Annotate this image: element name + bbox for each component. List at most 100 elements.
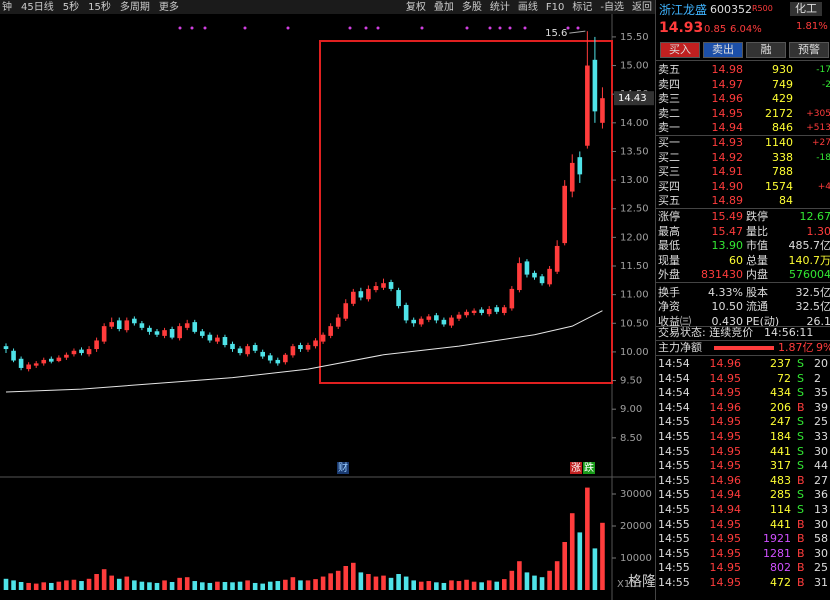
volume-bar — [169, 582, 175, 590]
candle-body — [11, 350, 16, 361]
stat-label: 内盘 — [746, 268, 768, 281]
volume-bar — [64, 580, 69, 590]
stat-label: 换手 — [658, 285, 680, 299]
candle-body — [464, 311, 469, 316]
volume-bar — [305, 580, 311, 590]
toolbar-item[interactable]: 多股 — [462, 0, 482, 13]
trade-time: 14:55 — [658, 532, 690, 546]
candle-body — [109, 322, 114, 327]
candle-body — [600, 98, 605, 123]
trade-side: B — [797, 473, 805, 487]
trade-side: S — [797, 386, 804, 400]
separator — [656, 135, 830, 136]
trade-price: 14.94 — [709, 503, 742, 516]
volume-bar — [539, 577, 545, 590]
candle-body — [388, 282, 394, 289]
stock-code: 600352 — [710, 3, 752, 16]
toolbar — [0, 0, 655, 14]
book-label: 卖二 — [658, 106, 680, 120]
toolbar-item[interactable]: 统计 — [490, 0, 510, 13]
book-price: 14.92 — [711, 150, 744, 164]
volume-bar — [94, 574, 99, 590]
toolbar-item[interactable]: 标记 — [572, 1, 592, 13]
volume-bar — [381, 575, 386, 590]
candle-body — [449, 317, 454, 326]
candle-body — [49, 358, 54, 362]
trade-price: 14.95 — [709, 415, 742, 429]
volume-bar — [577, 532, 583, 590]
y-tick-label: 15.50 — [620, 32, 649, 43]
trade-side: S — [797, 415, 804, 429]
candle-body — [79, 349, 84, 354]
candle-body — [403, 304, 409, 321]
trade-time: 14:55 — [658, 517, 690, 531]
candle-body — [56, 357, 62, 362]
candle-body — [132, 318, 137, 324]
trade-count: 39 — [814, 400, 828, 414]
volume-bar — [562, 542, 567, 590]
volume-bar — [313, 579, 318, 590]
trade-side: S — [797, 503, 804, 516]
candle-body — [298, 345, 303, 350]
book-volume: 429 — [772, 92, 793, 105]
candle-body — [592, 59, 598, 112]
candle-body — [426, 316, 432, 320]
y-tick-label: 30000 — [620, 489, 652, 500]
button[interactable]: 卖出 — [703, 42, 743, 58]
book-volume: 930 — [772, 63, 793, 76]
marker: 涨 — [571, 462, 581, 474]
book-label: 买二 — [658, 150, 680, 164]
book-change: -2 — [822, 79, 830, 90]
volume-bar — [403, 576, 409, 590]
candle-body — [18, 358, 24, 368]
toolbar-item[interactable]: 画线 — [518, 0, 538, 13]
trade-side: B — [797, 532, 805, 546]
trade-count: 35 — [814, 386, 828, 400]
trade-time: 14:55 — [658, 473, 690, 487]
candle-body — [207, 334, 213, 341]
trade-count: 13 — [814, 503, 828, 516]
trade-volume: 434 — [770, 386, 791, 400]
button[interactable]: 预警 — [789, 42, 829, 58]
toolbar-item[interactable]: 叠加 — [434, 1, 454, 13]
button[interactable]: 买入 — [660, 42, 700, 58]
trade-volume: 1281 — [763, 546, 791, 560]
candle-body — [569, 162, 575, 192]
volume-bar — [18, 582, 24, 590]
volume-bar — [33, 583, 39, 590]
candle-body — [86, 349, 92, 355]
trade-side: B — [797, 400, 805, 414]
stat-label: 外盘 — [658, 268, 680, 281]
volume-bar — [207, 582, 213, 590]
button[interactable]: 融 — [746, 42, 786, 58]
toolbar-item[interactable]: 返回 — [632, 1, 652, 13]
volume-bar — [388, 577, 394, 590]
candle-body — [139, 323, 145, 328]
trade-volume: 472 — [770, 576, 791, 589]
book-volume: 1140 — [765, 136, 793, 149]
book-change: -18 — [816, 152, 830, 163]
volume-bar — [502, 579, 507, 590]
marker-box — [337, 462, 349, 474]
y-tick-label: 20000 — [620, 521, 652, 532]
toolbar-item: 5秒 — [63, 0, 79, 13]
candle-body — [396, 290, 401, 307]
volume-bar — [222, 582, 228, 590]
toolbar-item: 45日线 — [21, 0, 54, 13]
trade-time: 14:55 — [658, 430, 690, 443]
stat-value: 4.33% — [708, 285, 743, 299]
volume-bar — [298, 580, 303, 590]
trade-time: 14:54 — [658, 400, 690, 414]
max-label: 15.6 — [545, 28, 567, 39]
book-change: +305 — [806, 108, 830, 119]
toolbar-item[interactable]: F10 — [546, 2, 564, 13]
toolbar-item[interactable]: 复权 — [406, 0, 426, 13]
candle-body — [479, 309, 484, 313]
volume-bar — [267, 581, 273, 590]
marker: 财 — [338, 461, 348, 474]
trade-count: 58 — [814, 532, 828, 546]
toolbar-item[interactable]: -自选 — [600, 0, 624, 13]
volume-bar — [109, 575, 114, 590]
candle-body — [532, 272, 537, 278]
candle-body — [177, 326, 182, 339]
